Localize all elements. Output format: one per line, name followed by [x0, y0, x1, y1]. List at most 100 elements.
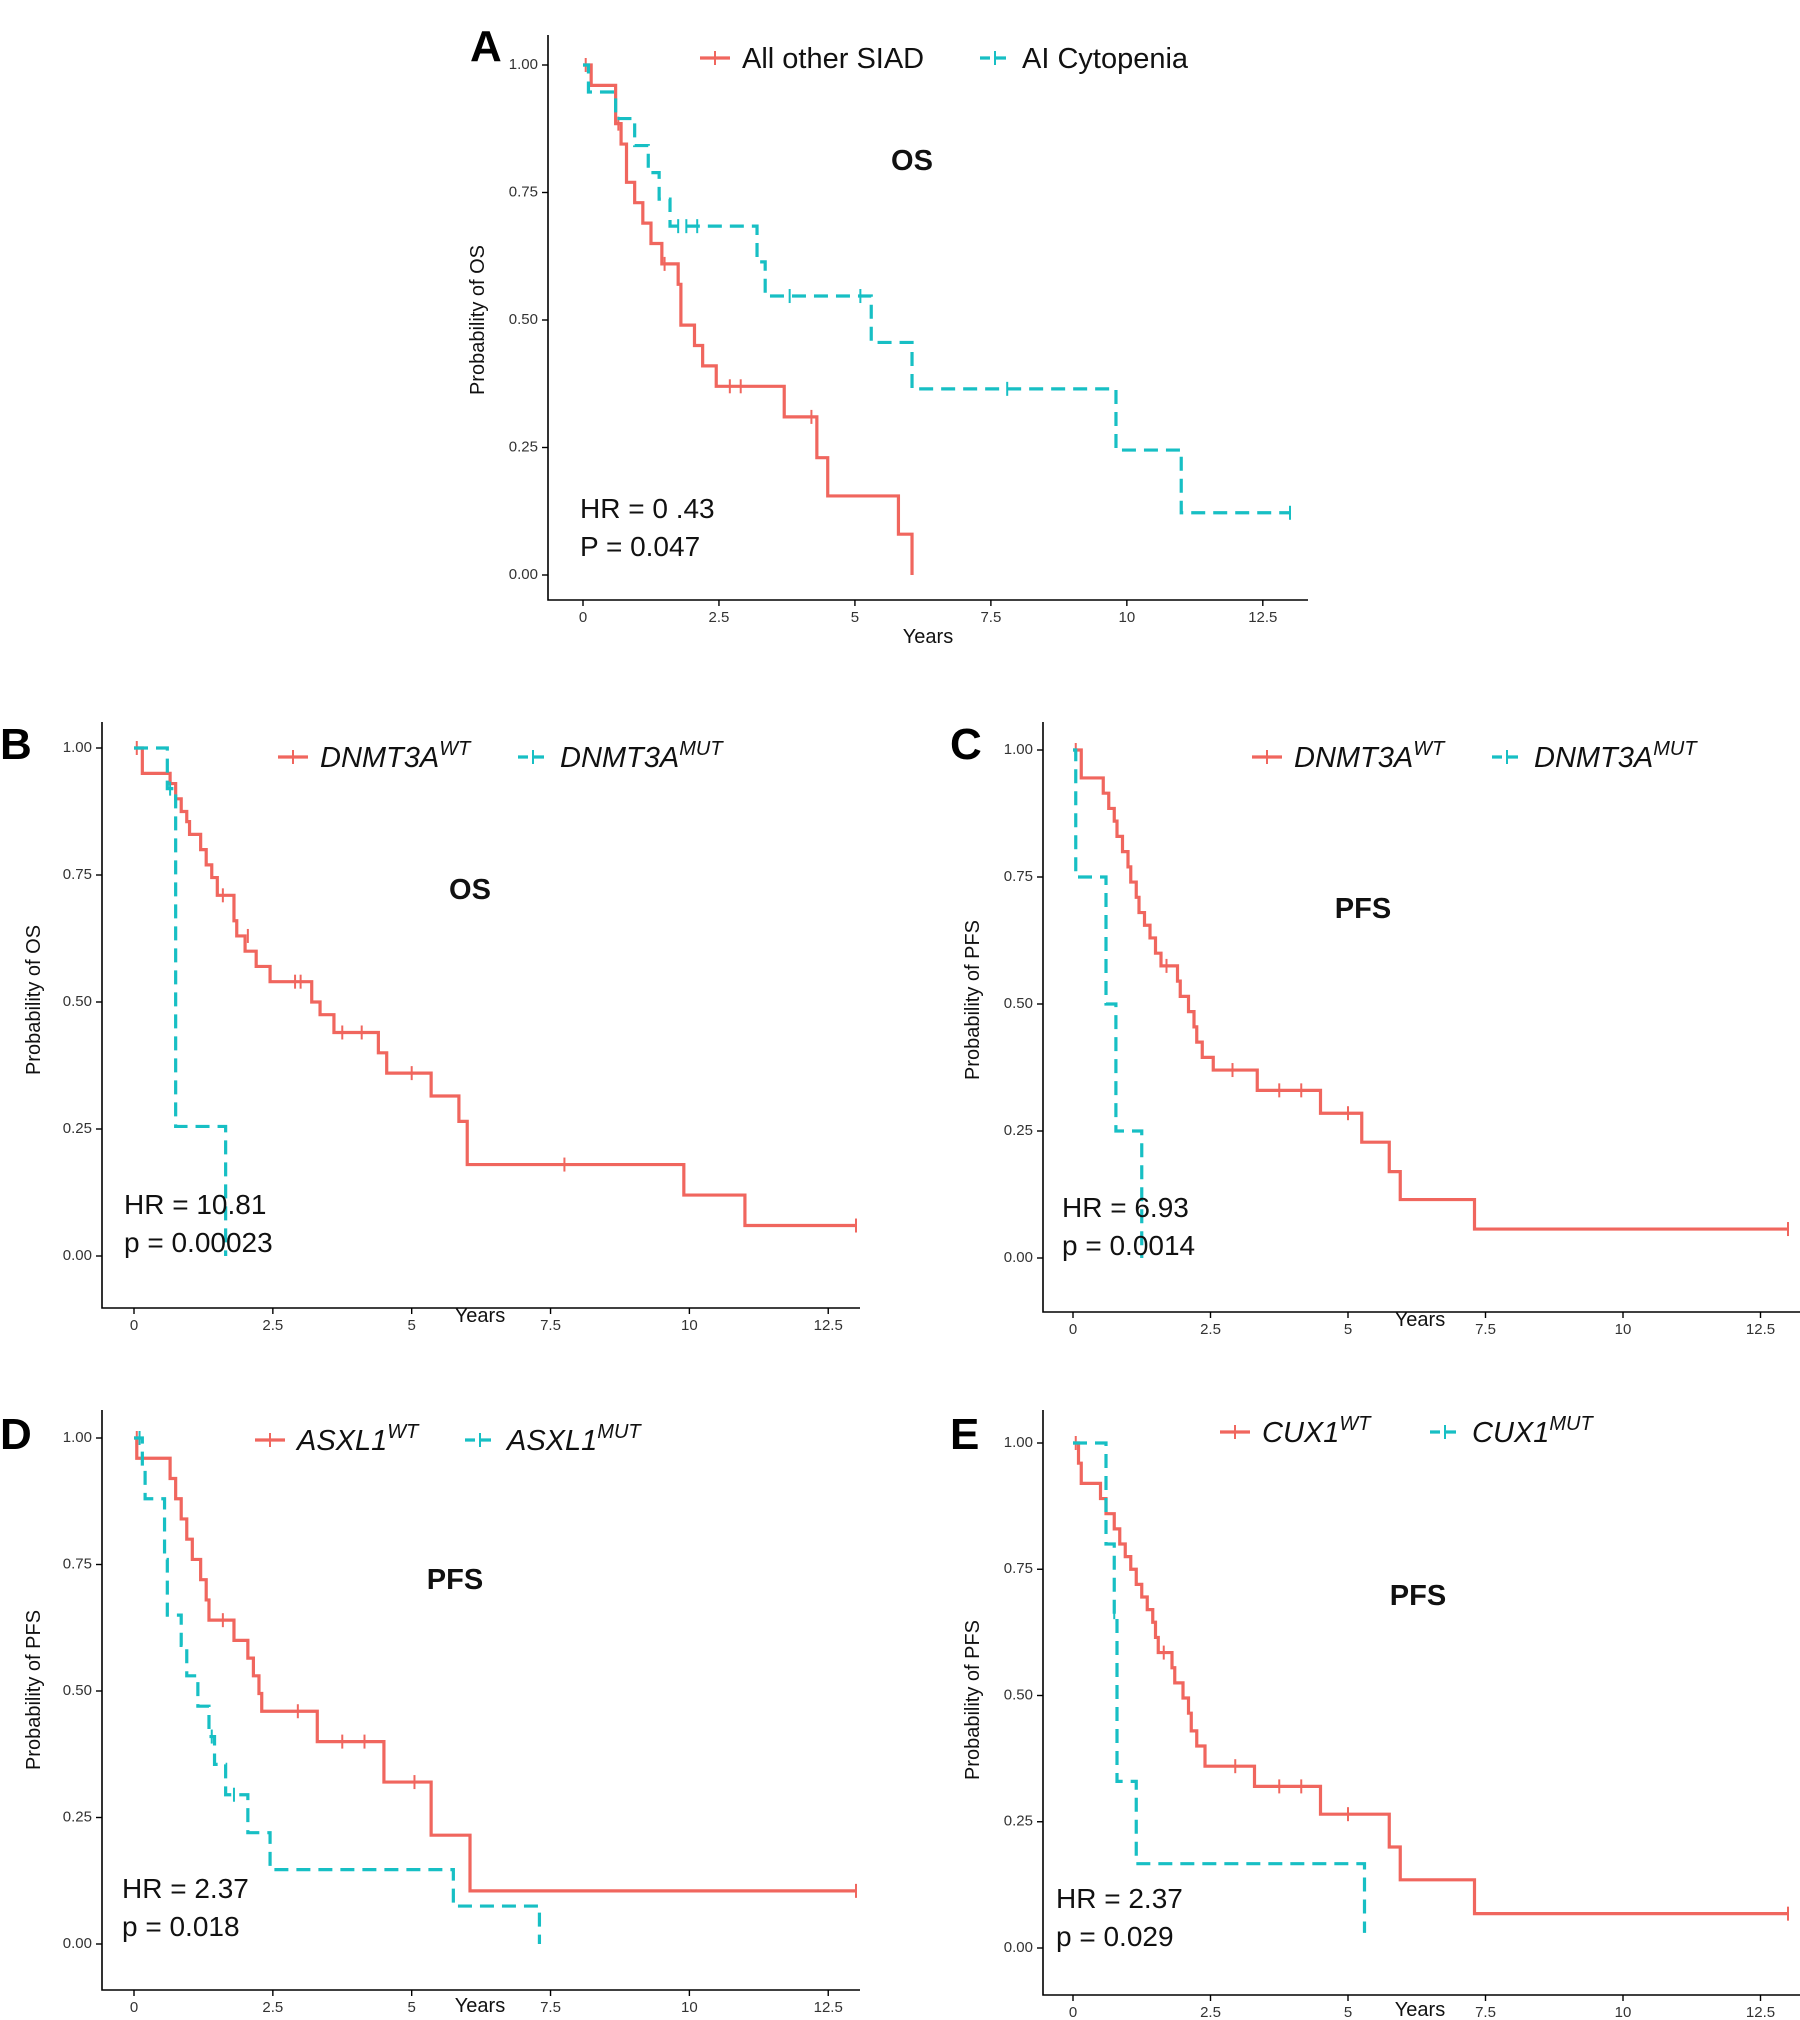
y-tick-label: 1.00 — [63, 1429, 92, 1446]
hazard-ratio-text: HR = 2.37 — [1056, 1883, 1183, 1914]
y-tick-label: 1.00 — [1004, 1434, 1033, 1451]
x-tick-label: 7.5 — [540, 1999, 561, 2016]
x-tick-label: 2.5 — [262, 1999, 283, 2016]
y-tick-label: 0.75 — [1004, 868, 1033, 885]
panel-d: D 0.00 0.25 0.50 0.75 1.00 0 2.5 5 7.5 10 12.5 Years… — [0, 1410, 860, 2017]
y-tick-label: 1.00 — [509, 56, 538, 73]
x-axis-title: Years — [903, 626, 953, 648]
legend-key: DNMT3AMUT — [518, 738, 724, 774]
x-tick-label: 2.5 — [1200, 1321, 1221, 1338]
endpoint-label: PFS — [1335, 893, 1391, 925]
legend-key: CUX1WT — [1220, 1413, 1372, 1449]
panel-letter: A — [470, 22, 502, 71]
axes-frame — [547, 35, 1308, 601]
p-value-text: p = 0.00023 — [124, 1227, 273, 1258]
km-curve-mut — [583, 63, 1290, 515]
x-tick-label: 7.5 — [1475, 1321, 1496, 1338]
x-tick-label: 0 — [1069, 2004, 1077, 2020]
x-tick-label: 5 — [1344, 2004, 1352, 2020]
legend-label: All other SIAD — [742, 43, 924, 75]
legend-key: AI Cytopenia — [980, 43, 1189, 75]
km-curve-wt — [134, 1436, 856, 1893]
x-tick-label: 7.5 — [980, 609, 1001, 626]
km-curve-mut — [1073, 748, 1144, 1258]
x-axis-title: Years — [1395, 1999, 1445, 2020]
axes-frame — [1042, 1410, 1800, 1996]
km-curve-wt — [134, 746, 856, 1228]
x-tick-label: 5 — [408, 1999, 416, 2016]
legend-key: ASXL1WT — [255, 1421, 420, 1457]
x-tick-label: 0 — [130, 1999, 138, 2016]
endpoint-label: OS — [891, 145, 933, 177]
p-value-text: p = 0.018 — [122, 1911, 240, 1942]
y-axis-title: Probability of PFS — [23, 1610, 45, 1770]
y-tick-label: 0.25 — [509, 438, 538, 455]
axes-frame — [1042, 722, 1800, 1313]
x-tick-label: 10 — [681, 1999, 698, 2016]
panel-a: A 0.00 0.25 0.50 0.75 1.00 0 2.5 5 7.5 10 12.5 Years… — [467, 22, 1308, 648]
y-tick-label: 0.75 — [63, 866, 92, 883]
x-tick-label: 7.5 — [1475, 2004, 1496, 2020]
km-curve-wt — [1073, 748, 1788, 1231]
km-curve-mut — [1073, 1441, 1367, 1933]
p-value-text: P = 0.047 — [580, 531, 700, 562]
legend-label: ASXL1MUT — [505, 1421, 642, 1457]
km-curve-mut — [134, 1436, 542, 1944]
y-tick-label: 0.00 — [1004, 1249, 1033, 1266]
legend-key: All other SIAD — [700, 43, 924, 75]
y-axis-title: Probability of OS — [467, 245, 489, 395]
y-tick-label: 0.25 — [1004, 1122, 1033, 1139]
legend-label: DNMT3AWT — [1294, 738, 1446, 774]
axes-frame — [101, 722, 860, 1309]
p-value-text: p = 0.0014 — [1062, 1230, 1195, 1261]
km-curve-wt — [1073, 1441, 1788, 1916]
y-tick-label: 0.50 — [509, 311, 538, 328]
endpoint-label: PFS — [1390, 1580, 1446, 1612]
panel-letter: D — [0, 1410, 32, 1459]
x-tick-label: 0 — [1069, 1321, 1077, 1338]
x-tick-label: 2.5 — [1200, 2004, 1221, 2020]
x-tick-label: 5 — [851, 609, 859, 626]
x-tick-label: 2.5 — [709, 609, 730, 626]
legend-label: CUX1WT — [1262, 1413, 1372, 1449]
legend-label: DNMT3AWT — [320, 738, 472, 774]
legend-label: DNMT3AMUT — [1534, 738, 1698, 774]
axes-frame — [101, 1410, 860, 1991]
x-axis-title: Years — [1395, 1309, 1445, 1331]
y-tick-label: 0.50 — [63, 993, 92, 1010]
legend-key: DNMT3AMUT — [1492, 738, 1698, 774]
x-tick-label: 12.5 — [814, 1317, 843, 1334]
panel-letter: B — [0, 720, 32, 769]
y-tick-label: 0.00 — [63, 1247, 92, 1264]
legend-key: CUX1MUT — [1430, 1413, 1594, 1449]
legend-key: ASXL1MUT — [465, 1421, 642, 1457]
panel-b: B 0.00 0.25 0.50 0.75 1.00 0 2.5 5 7.5 10 12.5 Years… — [0, 720, 860, 1334]
y-tick-label: 0.75 — [509, 183, 538, 200]
y-tick-label: 0.25 — [63, 1808, 92, 1825]
y-tick-label: 1.00 — [63, 739, 92, 756]
hazard-ratio-text: HR = 2.37 — [122, 1873, 249, 1904]
y-axis-title: Probability of PFS — [962, 1620, 984, 1780]
panel-letter: E — [950, 1410, 979, 1459]
y-tick-label: 0.00 — [509, 566, 538, 583]
x-tick-label: 10 — [681, 1317, 698, 1334]
y-tick-label: 0.75 — [1004, 1560, 1033, 1577]
y-tick-label: 0.25 — [1004, 1813, 1033, 1830]
panel-e: E 0.00 0.25 0.50 0.75 1.00 0 2.5 5 7.5 10 12.5 Years… — [950, 1410, 1800, 2020]
x-tick-label: 5 — [1344, 1321, 1352, 1338]
legend-label: CUX1MUT — [1472, 1413, 1594, 1449]
legend-label: AI Cytopenia — [1022, 43, 1189, 75]
x-tick-label: 12.5 — [1746, 1321, 1775, 1338]
x-tick-label: 0 — [579, 609, 587, 626]
y-tick-label: 0.75 — [63, 1555, 92, 1572]
x-axis-title: Years — [455, 1305, 505, 1327]
x-tick-label: 0 — [130, 1317, 138, 1334]
km-curve-wt — [583, 63, 914, 575]
x-tick-label: 12.5 — [814, 1999, 843, 2016]
x-tick-label: 10 — [1119, 609, 1136, 626]
y-tick-label: 0.50 — [1004, 1686, 1033, 1703]
y-tick-label: 0.50 — [63, 1682, 92, 1699]
km-curve-mut — [134, 746, 228, 1256]
legend-key: DNMT3AWT — [278, 738, 472, 774]
